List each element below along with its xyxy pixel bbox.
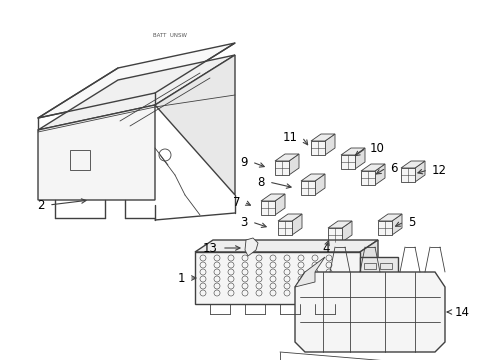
Polygon shape [327, 221, 351, 228]
Polygon shape [291, 214, 302, 235]
Text: 13: 13 [203, 242, 218, 255]
Polygon shape [391, 214, 401, 235]
Polygon shape [360, 171, 374, 185]
Text: 11: 11 [283, 131, 297, 144]
Polygon shape [400, 161, 424, 168]
Polygon shape [377, 214, 401, 221]
Text: 8: 8 [257, 176, 264, 189]
Polygon shape [374, 164, 384, 185]
Polygon shape [359, 240, 377, 304]
Text: 4: 4 [322, 242, 329, 255]
Text: 2: 2 [38, 198, 45, 212]
Polygon shape [340, 148, 364, 155]
Polygon shape [274, 161, 288, 175]
Polygon shape [38, 105, 155, 200]
Bar [363, 290, 375, 296]
Text: 6: 6 [389, 162, 397, 175]
Bar [379, 263, 391, 269]
Polygon shape [325, 134, 334, 155]
Polygon shape [414, 161, 424, 182]
Text: 7: 7 [232, 195, 240, 208]
Polygon shape [310, 134, 334, 141]
Polygon shape [278, 221, 291, 235]
Text: 9: 9 [240, 156, 247, 168]
Polygon shape [377, 221, 391, 235]
Polygon shape [314, 174, 325, 195]
Polygon shape [341, 221, 351, 242]
Polygon shape [360, 164, 384, 171]
Polygon shape [38, 55, 235, 130]
Polygon shape [359, 257, 397, 299]
Text: 1: 1 [177, 271, 184, 284]
Text: BATT  UNSW: BATT UNSW [153, 32, 186, 37]
Text: 12: 12 [431, 163, 446, 176]
Bar [363, 263, 375, 269]
Polygon shape [340, 155, 354, 169]
Polygon shape [301, 181, 314, 195]
Polygon shape [274, 154, 298, 161]
Text: 14: 14 [454, 306, 469, 319]
Polygon shape [278, 214, 302, 221]
Polygon shape [327, 228, 341, 242]
Polygon shape [261, 194, 285, 201]
Polygon shape [354, 148, 364, 169]
Polygon shape [38, 43, 235, 118]
Text: 5: 5 [407, 216, 414, 229]
Bar [379, 272, 391, 278]
Polygon shape [294, 257, 325, 287]
Bar [379, 290, 391, 296]
Text: 3: 3 [240, 216, 247, 229]
Bar [379, 281, 391, 287]
Polygon shape [155, 55, 235, 195]
Polygon shape [195, 252, 359, 304]
Polygon shape [294, 272, 444, 352]
Polygon shape [288, 154, 298, 175]
Polygon shape [301, 174, 325, 181]
Text: 10: 10 [369, 141, 384, 154]
Polygon shape [274, 194, 285, 215]
Polygon shape [195, 240, 377, 252]
Polygon shape [244, 238, 258, 256]
Polygon shape [400, 168, 414, 182]
Polygon shape [310, 141, 325, 155]
Bar [363, 272, 375, 278]
Bar [363, 281, 375, 287]
Polygon shape [261, 201, 274, 215]
